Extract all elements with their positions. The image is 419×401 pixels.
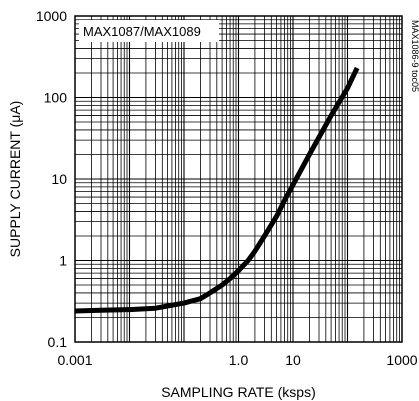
y-tick-label: 100 — [44, 90, 68, 106]
plot-frame — [74, 15, 403, 343]
x-axis-label: SAMPLING RATE (ksps) — [161, 384, 316, 400]
x-tick-label: 10 — [285, 352, 301, 368]
series-group — [74, 66, 360, 314]
grid-lines — [75, 16, 402, 342]
y-tick-label: 1000 — [36, 8, 67, 24]
chart-title: MAX1087/MAX1089 — [83, 24, 201, 39]
y-axis-label: SUPPLY CURRENT (μA) — [7, 101, 23, 258]
figure-id-label: MAX1086-9 toc05 — [410, 20, 419, 92]
chart-title-box — [79, 20, 219, 42]
y-tick-label: 0.1 — [48, 334, 68, 350]
series-line — [74, 66, 360, 314]
tick-labels: 0.001 1.0 10 1000 0.1 1 10 100 1000 — [36, 8, 418, 368]
x-tick-label: 0.001 — [57, 352, 92, 368]
y-tick-label: 10 — [51, 171, 67, 187]
x-tick-label: 1.0 — [229, 352, 249, 368]
y-tick-label: 1 — [59, 253, 67, 269]
x-tick-label: 1000 — [386, 352, 417, 368]
